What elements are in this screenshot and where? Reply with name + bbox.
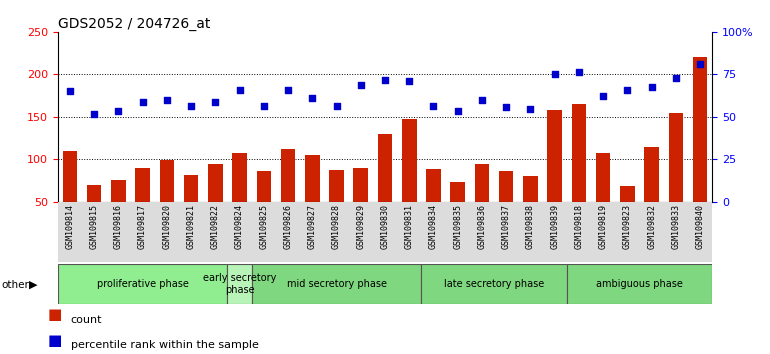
Bar — [62, 151, 77, 244]
Bar — [547, 110, 562, 244]
Bar — [184, 175, 199, 244]
Bar — [693, 57, 708, 244]
Bar — [427, 170, 440, 244]
Text: other: other — [2, 280, 29, 290]
Bar — [402, 119, 417, 244]
FancyBboxPatch shape — [421, 264, 567, 304]
Bar — [523, 176, 537, 244]
Point — [451, 108, 464, 114]
Bar — [596, 153, 611, 244]
Bar — [233, 153, 247, 244]
FancyBboxPatch shape — [58, 264, 227, 304]
Text: GSM109830: GSM109830 — [380, 204, 390, 249]
Point — [573, 69, 585, 75]
Text: GSM109835: GSM109835 — [454, 204, 462, 249]
Bar — [136, 168, 150, 244]
Bar — [620, 187, 634, 244]
Text: GSM109832: GSM109832 — [647, 204, 656, 249]
Text: GSM109822: GSM109822 — [211, 204, 219, 249]
Text: GSM109815: GSM109815 — [89, 204, 99, 249]
Text: GSM109838: GSM109838 — [526, 204, 535, 249]
Text: ambiguous phase: ambiguous phase — [596, 279, 683, 289]
Bar — [499, 171, 514, 244]
Bar — [87, 185, 102, 244]
Bar — [644, 147, 659, 244]
Point — [282, 87, 294, 92]
Text: GSM109829: GSM109829 — [357, 204, 365, 249]
Bar — [111, 180, 126, 244]
Point — [645, 84, 658, 90]
Point — [161, 97, 173, 103]
Point — [476, 97, 488, 103]
Point — [621, 87, 634, 92]
Bar — [305, 155, 320, 244]
Point — [136, 99, 149, 105]
Point — [64, 88, 76, 94]
Point — [233, 87, 246, 92]
Point — [524, 106, 537, 112]
Bar — [668, 113, 683, 244]
Bar — [378, 134, 392, 244]
Text: GDS2052 / 204726_at: GDS2052 / 204726_at — [58, 17, 210, 31]
Text: GSM109814: GSM109814 — [65, 204, 75, 249]
Text: GSM109833: GSM109833 — [671, 204, 681, 249]
Bar — [256, 171, 271, 244]
Point — [597, 93, 609, 98]
Text: GSM109817: GSM109817 — [138, 204, 147, 249]
Point — [185, 103, 197, 109]
Point — [427, 103, 440, 109]
Text: GSM109827: GSM109827 — [308, 204, 316, 249]
Text: count: count — [71, 315, 102, 325]
Point — [112, 108, 125, 114]
Text: GSM109816: GSM109816 — [114, 204, 123, 249]
Text: GSM109834: GSM109834 — [429, 204, 438, 249]
Point — [500, 105, 512, 110]
Point — [694, 61, 706, 67]
Bar — [159, 160, 174, 244]
Point — [403, 78, 415, 84]
Text: GSM109818: GSM109818 — [574, 204, 584, 249]
Text: ■: ■ — [48, 333, 62, 348]
Text: late secretory phase: late secretory phase — [444, 279, 544, 289]
Point — [379, 78, 391, 83]
Text: GSM109836: GSM109836 — [477, 204, 487, 249]
Text: GSM109821: GSM109821 — [186, 204, 196, 249]
Text: ■: ■ — [48, 308, 62, 322]
Text: GSM109828: GSM109828 — [332, 204, 341, 249]
Bar — [281, 149, 296, 244]
Point — [258, 103, 270, 109]
Point — [670, 75, 682, 81]
Bar — [208, 164, 223, 244]
Text: GSM109831: GSM109831 — [405, 204, 413, 249]
Text: mid secretory phase: mid secretory phase — [286, 279, 387, 289]
Text: proliferative phase: proliferative phase — [97, 279, 189, 289]
Text: GSM109837: GSM109837 — [502, 204, 511, 249]
Text: GSM109839: GSM109839 — [551, 204, 559, 249]
Point — [306, 95, 319, 101]
FancyBboxPatch shape — [252, 264, 421, 304]
Text: GSM109840: GSM109840 — [695, 204, 705, 249]
FancyBboxPatch shape — [227, 264, 252, 304]
Text: percentile rank within the sample: percentile rank within the sample — [71, 340, 259, 350]
Text: early secretory
phase: early secretory phase — [203, 273, 276, 295]
Text: GSM109826: GSM109826 — [283, 204, 293, 249]
Bar — [330, 170, 343, 244]
Bar — [474, 164, 489, 244]
Text: GSM109824: GSM109824 — [235, 204, 244, 249]
Bar — [450, 182, 465, 244]
FancyBboxPatch shape — [567, 264, 712, 304]
Text: ▶: ▶ — [29, 280, 38, 290]
Bar — [58, 202, 712, 262]
Text: GSM109825: GSM109825 — [259, 204, 268, 249]
Point — [209, 99, 222, 104]
Point — [330, 103, 343, 109]
Point — [355, 82, 367, 88]
Bar — [353, 168, 368, 244]
Text: GSM109823: GSM109823 — [623, 204, 632, 249]
Text: GSM109820: GSM109820 — [162, 204, 172, 249]
Text: GSM109819: GSM109819 — [598, 204, 608, 249]
Bar — [571, 104, 586, 244]
Point — [548, 72, 561, 77]
Point — [88, 112, 100, 117]
